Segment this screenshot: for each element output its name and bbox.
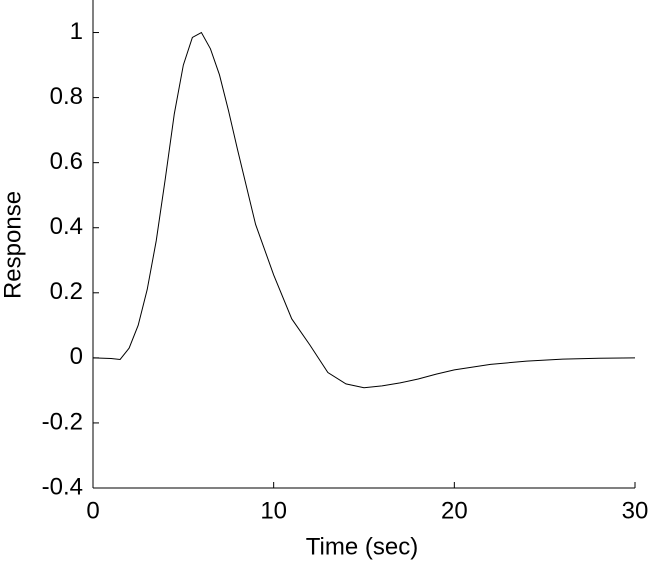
x-tick-label: 20	[441, 497, 468, 524]
data-line	[92, 31, 636, 389]
x-axis-label: Time (sec)	[306, 533, 418, 560]
y-tick-label: 0.2	[50, 278, 83, 305]
y-tick-label: 0.8	[50, 83, 83, 110]
y-tick-label: -0.4	[42, 473, 83, 500]
y-tick-label: 0.6	[50, 148, 83, 175]
x-tick-label: 30	[622, 497, 649, 524]
x-tick-label: 0	[86, 497, 99, 524]
y-tick-label: 0.4	[50, 213, 83, 240]
y-axis-label: Response	[0, 191, 26, 299]
y-tick-label: 1	[70, 18, 83, 45]
y-tick-label: -0.2	[42, 408, 83, 435]
y-tick-label: 0	[70, 343, 83, 370]
x-tick-label: 10	[260, 497, 287, 524]
